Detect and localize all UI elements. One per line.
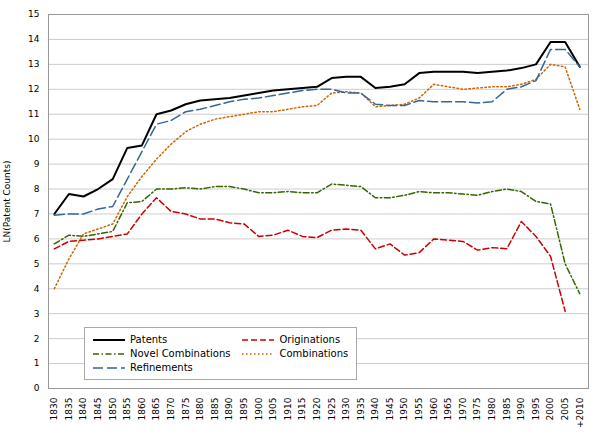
svg-text:0: 0 <box>34 383 40 393</box>
svg-text:1975: 1975 <box>472 398 482 421</box>
svg-text:14: 14 <box>28 34 40 44</box>
svg-text:1985: 1985 <box>502 398 512 421</box>
html-text:Refinements: Refinements <box>130 362 193 373</box>
svg-text:1945: 1945 <box>385 398 395 421</box>
svg-text:1920: 1920 <box>312 397 322 420</box>
svg-text:1910: 1910 <box>283 397 293 420</box>
svg-text:5: 5 <box>34 259 40 269</box>
svg-text:1955: 1955 <box>414 398 424 421</box>
svg-text:LN(Patent Counts): LN(Patent Counts) <box>2 161 12 243</box>
svg-text:9: 9 <box>34 159 40 169</box>
svg-text:1930: 1930 <box>341 397 351 420</box>
svg-text:1905: 1905 <box>268 398 278 421</box>
html-text:Novel Combinations: Novel Combinations <box>130 348 231 359</box>
svg-text:1835: 1835 <box>64 398 74 421</box>
svg-text:+2010: +2010 <box>575 397 585 428</box>
svg-text:1850: 1850 <box>108 397 118 420</box>
svg-text:1890: 1890 <box>224 397 234 420</box>
svg-text:1880: 1880 <box>195 397 205 420</box>
svg-text:1: 1 <box>34 358 40 368</box>
svg-text:1900: 1900 <box>254 397 264 420</box>
svg-text:1970: 1970 <box>458 397 468 420</box>
svg-text:2: 2 <box>34 334 40 344</box>
svg-text:1935: 1935 <box>356 398 366 421</box>
html-text:Patents: Patents <box>130 334 168 345</box>
svg-text:1875: 1875 <box>181 398 191 421</box>
svg-text:1915: 1915 <box>297 398 307 421</box>
svg-text:13: 13 <box>28 59 39 69</box>
svg-text:4: 4 <box>34 284 40 294</box>
svg-text:1995: 1995 <box>531 398 541 421</box>
svg-text:1845: 1845 <box>93 398 103 421</box>
svg-text:1855: 1855 <box>122 398 132 421</box>
svg-text:1980: 1980 <box>487 397 497 420</box>
svg-text:1940: 1940 <box>370 397 380 420</box>
svg-text:8: 8 <box>34 184 40 194</box>
svg-text:1990: 1990 <box>516 397 526 420</box>
svg-text:1840: 1840 <box>78 397 88 420</box>
svg-text:11: 11 <box>28 109 39 119</box>
html-text:Originations: Originations <box>279 334 341 345</box>
html-text:Combinations: Combinations <box>279 348 349 359</box>
svg-text:1960: 1960 <box>429 397 439 420</box>
svg-text:1965: 1965 <box>443 398 453 421</box>
svg-text:1870: 1870 <box>166 397 176 420</box>
svg-text:1830: 1830 <box>49 397 59 420</box>
svg-text:1865: 1865 <box>151 398 161 421</box>
svg-text:7: 7 <box>34 209 40 219</box>
svg-text:10: 10 <box>28 134 40 144</box>
svg-text:6: 6 <box>34 234 40 244</box>
svg-text:2005: 2005 <box>560 398 570 421</box>
svg-text:12: 12 <box>28 84 39 94</box>
svg-text:1895: 1895 <box>239 398 249 421</box>
svg-text:15: 15 <box>28 9 39 19</box>
svg-text:2000: 2000 <box>545 397 555 420</box>
svg-text:1925: 1925 <box>327 398 337 421</box>
svg-text:1950: 1950 <box>399 397 409 420</box>
svg-text:1885: 1885 <box>210 398 220 421</box>
svg-text:3: 3 <box>34 309 40 319</box>
svg-text:1860: 1860 <box>137 397 147 420</box>
